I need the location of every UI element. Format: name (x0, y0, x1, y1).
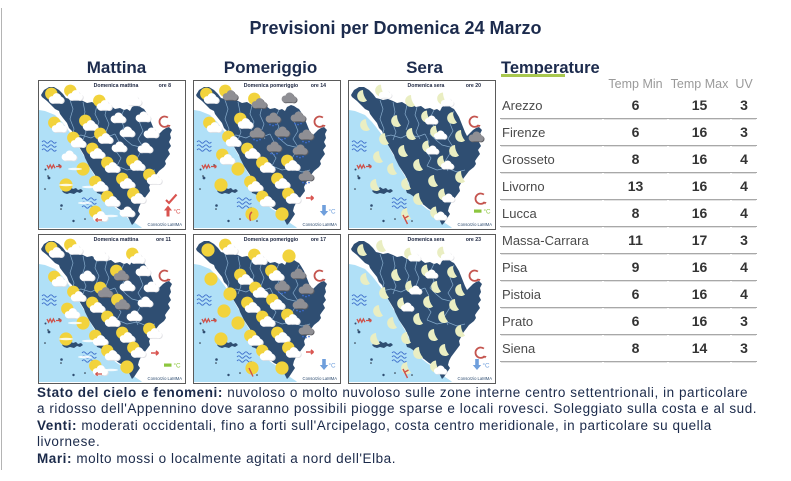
svg-text:°C: °C (329, 208, 337, 216)
svg-text:°C: °C (484, 208, 492, 216)
svg-text:ore 23: ore 23 (466, 237, 481, 243)
svg-text:Consorzio LaMMA: Consorzio LaMMA (458, 376, 493, 381)
svg-text:Consorzio LaMMA: Consorzio LaMMA (458, 222, 493, 227)
svg-text:Domenica pomeriggio: Domenica pomeriggio (244, 237, 298, 243)
svg-text:°C: °C (174, 362, 182, 370)
svg-text:Domenica mattina: Domenica mattina (94, 83, 139, 89)
svg-text:Consorzio LaMMA: Consorzio LaMMA (148, 376, 183, 381)
svg-text:Domenica sera: Domenica sera (408, 237, 445, 243)
svg-text:°C: °C (174, 208, 182, 216)
svg-text:°C: °C (483, 362, 491, 370)
svg-text:ore 17: ore 17 (311, 237, 326, 243)
svg-text:ore 20: ore 20 (466, 83, 481, 89)
svg-text:Domenica pomeriggio: Domenica pomeriggio (244, 83, 298, 89)
svg-text:ore 8: ore 8 (159, 83, 172, 89)
svg-text:ore 14: ore 14 (311, 83, 326, 89)
svg-text:Consorzio LaMMA: Consorzio LaMMA (303, 222, 338, 227)
svg-text:ore 11: ore 11 (156, 237, 171, 243)
svg-text:Consorzio LaMMA: Consorzio LaMMA (303, 376, 338, 381)
svg-text:°C: °C (329, 362, 337, 370)
svg-text:Domenica mattina: Domenica mattina (94, 237, 139, 243)
svg-text:Consorzio LaMMA: Consorzio LaMMA (148, 222, 183, 227)
svg-text:Domenica sera: Domenica sera (408, 83, 445, 89)
